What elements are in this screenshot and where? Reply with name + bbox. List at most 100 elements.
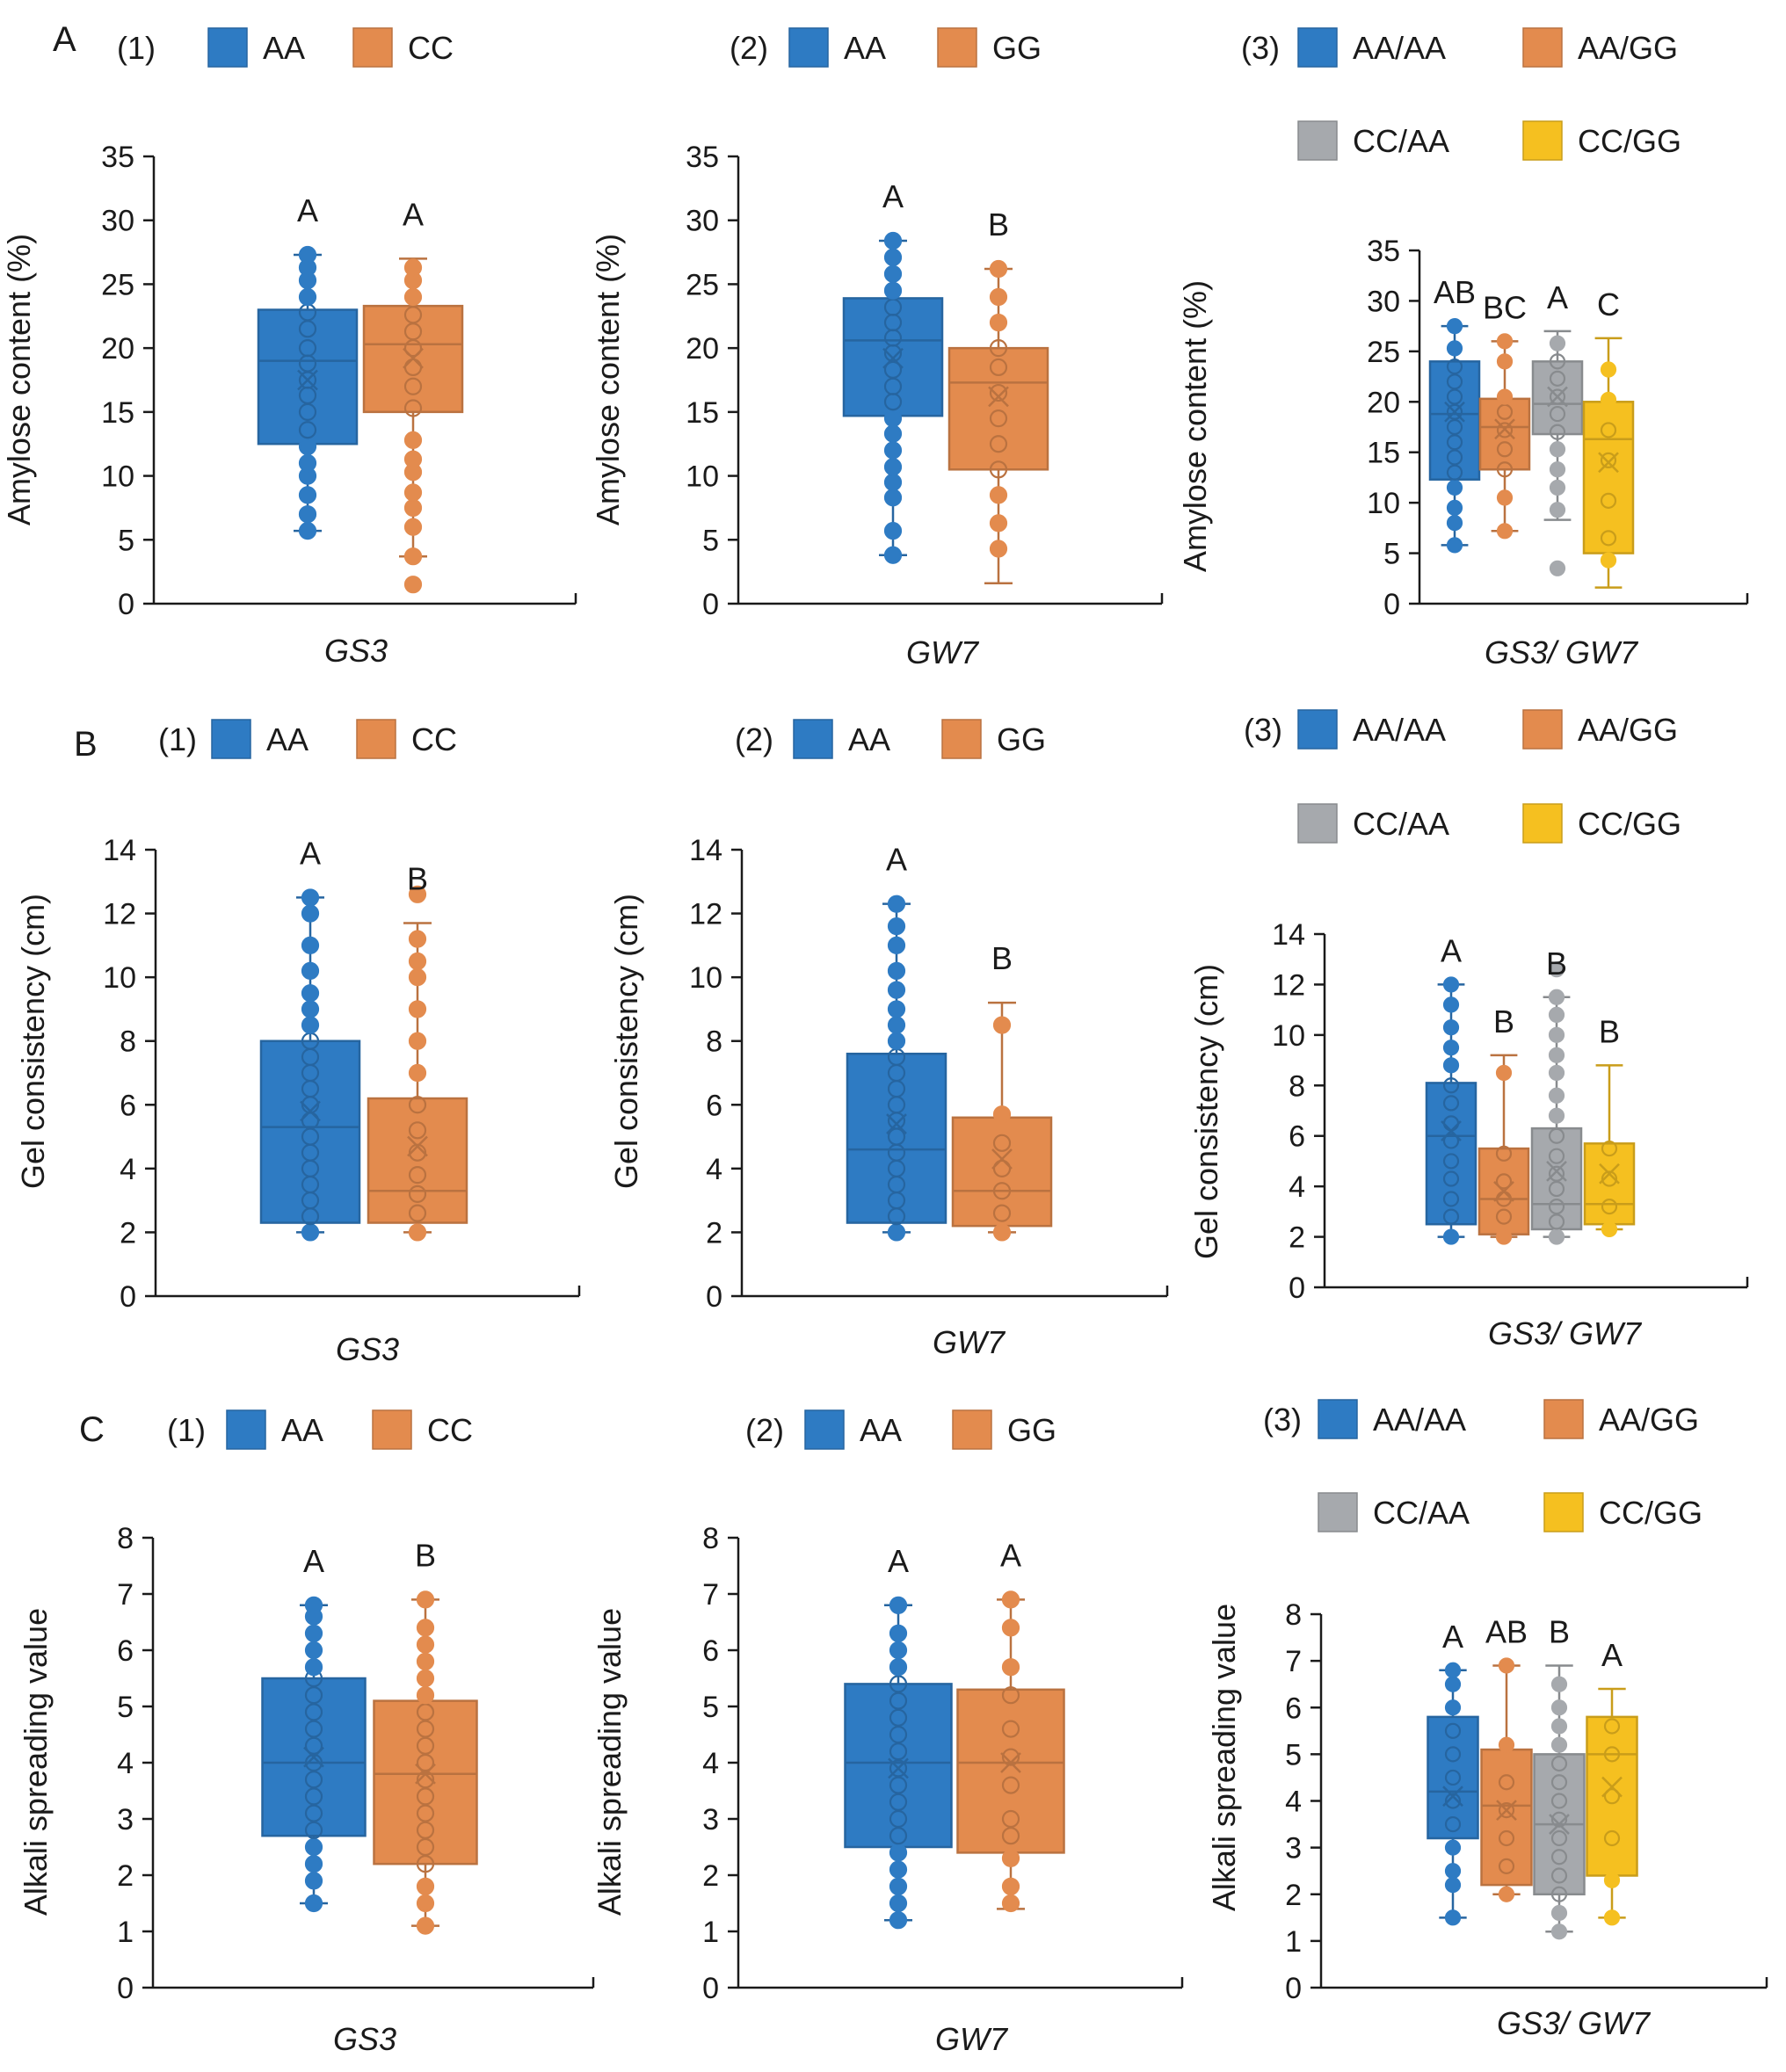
panel-letter: A xyxy=(53,20,76,59)
significance-letter: A xyxy=(300,835,321,871)
panel-sublabel: (1) xyxy=(117,30,156,66)
legend-label-cc-gg: CC/GG xyxy=(1578,123,1681,159)
data-point xyxy=(1600,422,1617,438)
data-point xyxy=(883,473,903,491)
panel-letter: B xyxy=(74,725,98,764)
data-point xyxy=(304,1787,323,1806)
legend-label-aa-aa: AA/AA xyxy=(1353,712,1446,748)
y-tick-label: 6 xyxy=(1285,1692,1302,1725)
data-point xyxy=(1001,1894,1020,1913)
data-point xyxy=(1496,422,1514,438)
data-point xyxy=(1442,976,1460,993)
data-point xyxy=(1549,441,1566,458)
y-tick-label: 3 xyxy=(117,1803,134,1837)
data-point xyxy=(408,1032,427,1050)
y-tick-label: 0 xyxy=(1289,1271,1305,1305)
data-point xyxy=(1603,1788,1621,1805)
y-tick-label: 3 xyxy=(1285,1832,1302,1866)
box-aa: A xyxy=(846,842,947,1242)
box-cc-aa: B xyxy=(1533,1613,1586,1940)
y-tick-label: 4 xyxy=(1285,1786,1302,1819)
data-point xyxy=(1601,1221,1618,1238)
data-point xyxy=(416,1837,435,1857)
data-point xyxy=(1001,1827,1020,1845)
data-point xyxy=(1495,1064,1513,1082)
legend-label-aa: AA xyxy=(848,721,890,757)
box-iqr xyxy=(257,308,359,446)
y-tick-label: 10 xyxy=(1272,1019,1305,1053)
y-tick-label: 0 xyxy=(118,588,134,621)
box-gg: B xyxy=(951,940,1053,1242)
data-point xyxy=(1549,424,1566,440)
data-point xyxy=(1548,1213,1565,1230)
legend: (1) AA CC xyxy=(158,719,457,759)
data-point xyxy=(989,460,1008,479)
data-point xyxy=(1548,1180,1565,1198)
data-point xyxy=(1600,452,1617,469)
data-point xyxy=(887,936,906,954)
x-axis-label: GS3 xyxy=(324,633,388,669)
data-point xyxy=(889,1624,908,1642)
data-point xyxy=(298,287,317,307)
data-point xyxy=(298,438,317,456)
panel-sublabel: (1) xyxy=(158,721,197,757)
data-point xyxy=(1001,1686,1020,1705)
data-point xyxy=(1444,1863,1462,1880)
y-tick-label: 8 xyxy=(1285,1598,1302,1632)
y-tick-label: 6 xyxy=(120,1089,136,1122)
mean-marker xyxy=(300,1100,321,1122)
box-cc-gg: C xyxy=(1582,286,1635,589)
data-point xyxy=(887,1016,906,1034)
data-point xyxy=(1498,1802,1515,1819)
legend-swatch-aa-gg xyxy=(1522,27,1563,68)
data-point xyxy=(1603,1829,1621,1847)
data-point xyxy=(992,1223,1012,1242)
y-tick-label: 2 xyxy=(706,1216,722,1250)
data-point xyxy=(416,1753,435,1772)
y-tick-label: 15 xyxy=(101,396,134,430)
data-point xyxy=(1548,1087,1565,1104)
x-axis-label: GS3/ GW7 xyxy=(1497,2005,1652,2041)
data-point xyxy=(408,968,427,987)
data-point xyxy=(989,486,1008,504)
data-point xyxy=(1446,479,1463,496)
box-aa-gg: BC xyxy=(1478,289,1531,540)
data-point xyxy=(989,514,1008,532)
mean-marker xyxy=(1601,1776,1623,1798)
legend-label-cc-aa: CC/AA xyxy=(1373,1495,1470,1531)
mean-marker xyxy=(1493,1181,1514,1202)
data-point xyxy=(301,936,320,954)
data-point xyxy=(1549,335,1566,351)
significance-letter: A xyxy=(886,842,907,878)
data-point xyxy=(1498,1829,1515,1847)
significance-letter: AB xyxy=(1485,1613,1528,1649)
data-point xyxy=(304,1771,323,1789)
y-tick-label: 8 xyxy=(1289,1069,1305,1103)
data-point xyxy=(1446,388,1463,405)
chart-b1: (1) AA CC 0 2 4 6 8 10 12 14 Gel consistency (cm) GS… xyxy=(15,719,581,1367)
y-tick-label: 4 xyxy=(120,1153,136,1186)
data-point xyxy=(416,1669,435,1688)
data-point xyxy=(887,1223,906,1242)
y-tick-label: 2 xyxy=(1285,1879,1302,1912)
data-point xyxy=(1442,1153,1460,1170)
box-iqr xyxy=(259,1040,361,1224)
data-point xyxy=(1549,560,1566,576)
legend: (1) AA CC xyxy=(117,27,454,68)
data-point xyxy=(1498,1657,1515,1674)
y-axis-label: Alkali spreading value xyxy=(592,1608,628,1916)
legend-swatch-aa-aa xyxy=(1297,27,1338,68)
y-tick-label: 1 xyxy=(702,1916,719,1949)
data-point xyxy=(1001,1877,1020,1895)
data-point xyxy=(298,453,317,473)
data-point xyxy=(889,1860,908,1879)
y-tick-label: 25 xyxy=(1367,336,1400,369)
y-tick-label: 7 xyxy=(702,1578,719,1612)
data-point xyxy=(416,1804,435,1822)
data-point xyxy=(1495,1173,1513,1190)
significance-letter: A xyxy=(1000,1537,1021,1573)
y-tick-label: 6 xyxy=(117,1634,134,1668)
